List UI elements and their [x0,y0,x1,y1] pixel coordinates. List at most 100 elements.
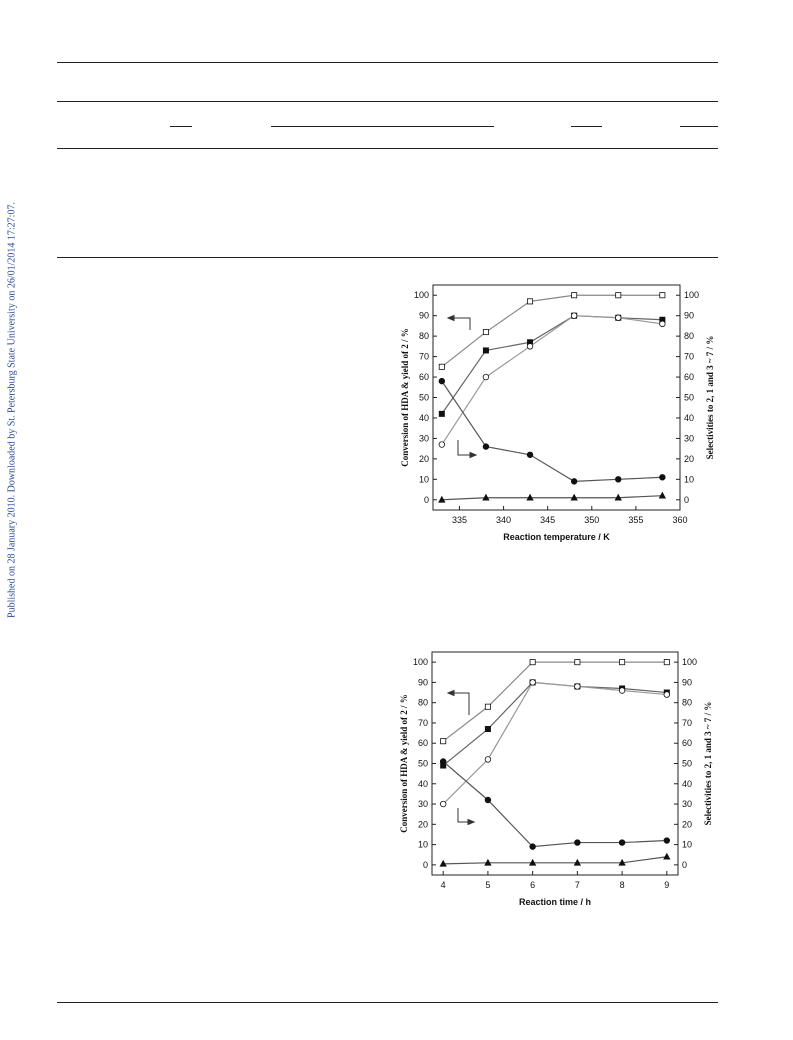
y-tick-label: 0 [424,495,429,505]
y2-axis-title: Selectivities to 2, 1 and 3 ~ 7 / % [705,336,715,460]
x-tick-label: 355 [628,515,643,525]
marker [570,493,578,501]
marker [618,687,626,694]
y-tick-label: 30 [419,433,429,443]
y-tick-label: 100 [414,290,429,300]
x-tick-label: 350 [584,515,599,525]
y-tick-label: 40 [419,413,429,423]
arrow-head [446,314,455,322]
marker [615,314,622,321]
y2-tick-label: 30 [682,799,692,809]
y2-tick-label: 10 [682,840,692,850]
y-tick-label: 50 [419,393,429,403]
series-line [441,495,663,501]
arrow-head [446,689,455,697]
marker [663,837,671,844]
y2-tick-label: 90 [682,677,692,687]
table-rules [57,62,718,1003]
y-tick-label: 20 [419,454,429,464]
y-tick-label: 10 [418,840,428,850]
y2-tick-label: 50 [682,759,692,769]
x-tick-label: 6 [530,880,535,890]
y-tick-label: 50 [418,759,428,769]
marker [529,679,536,686]
marker [484,726,491,733]
marker [618,858,626,866]
y2-tick-label: 20 [684,454,694,464]
marker [482,329,489,336]
y-tick-label: 40 [418,779,428,789]
y-tick-label: 60 [418,738,428,748]
y2-tick-label: 80 [682,698,692,708]
y2-tick-label: 20 [682,819,692,829]
y-tick-label: 70 [419,352,429,362]
x-tick-label: 5 [485,880,490,890]
series-line [442,681,667,805]
y-tick-label: 10 [419,474,429,484]
x-tick-label: 345 [540,515,555,525]
x-tick-label: 340 [496,515,511,525]
marker [438,410,445,417]
y-tick-label: 100 [413,657,428,667]
marker [482,347,489,354]
series-line [443,856,667,865]
y2-tick-label: 100 [682,657,697,667]
x-tick-label: 8 [620,880,625,890]
series-line [441,380,663,482]
marker [570,478,578,485]
marker [529,843,536,850]
y-tick-label: 20 [418,819,428,829]
y2-tick-label: 0 [684,495,689,505]
y-tick-label: 60 [419,372,429,382]
y-axis-title: Conversion of HDA & yield of 2 / % [400,328,410,467]
marker [439,758,447,765]
marker [438,377,446,385]
marker [438,363,445,370]
marker [438,495,446,503]
series-line [442,661,667,742]
marker [526,493,534,501]
arrow [457,808,472,823]
series-line [441,315,663,415]
marker [618,839,626,846]
x-tick-label: 360 [672,515,687,525]
y-tick-label: 0 [423,860,428,870]
marker [659,474,666,481]
x-axis-title: Reaction time / h [519,897,591,907]
marker [484,858,492,866]
y-tick-label: 80 [419,331,429,341]
marker [614,493,622,501]
marker [619,659,626,666]
series-line [441,315,663,445]
marker [439,859,447,867]
y2-tick-label: 60 [684,372,694,382]
marker [484,703,491,710]
y2-tick-label: 90 [684,311,694,321]
marker [659,320,666,328]
marker [482,493,490,501]
y2-axis-title: Selectivities to 2, 1 and 3 ~ 7 / % [703,702,713,826]
series-line [441,294,663,368]
arrow-head [469,451,478,459]
arrows [446,314,478,826]
marker [574,839,581,846]
marker [528,858,537,866]
marker [663,691,671,698]
y2-tick-label: 50 [684,393,694,403]
marker [484,756,492,763]
marker [571,292,578,299]
marker [482,373,490,381]
marker [438,441,446,448]
y2-tick-label: 70 [682,718,692,728]
marker [574,659,581,666]
marker [663,659,670,666]
y2-tick-label: 40 [682,779,692,789]
marker [658,491,667,499]
y2-tick-label: 70 [684,352,694,362]
arrow [450,692,470,715]
arrow [457,440,474,456]
y2-tick-label: 30 [684,433,694,443]
x-tick-label: 4 [441,880,446,890]
